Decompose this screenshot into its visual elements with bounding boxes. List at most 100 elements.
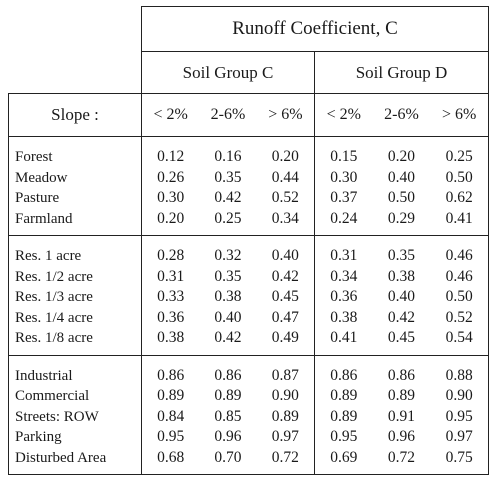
coefficient-value: 0.44 (271, 168, 299, 186)
coefficient-value: 0.38 (157, 329, 185, 346)
coefficient-value: 0.32 (214, 247, 242, 264)
land-use-label: Meadow (15, 169, 68, 186)
coefficient-value: 0.24 (330, 209, 358, 227)
coefficient-value: 0.12 (157, 148, 185, 165)
coefficient-value: 0.62 (445, 189, 473, 206)
coefficient-value: 0.34 (330, 267, 358, 285)
slope-header: > 6% (442, 106, 477, 123)
coefficient-value: 0.42 (271, 267, 299, 285)
coefficient-value: 0.68 (157, 448, 185, 466)
coefficient-value: 0.35 (214, 168, 242, 186)
coefficient-value: 0.86 (387, 366, 416, 384)
coefficient-value: 0.46 (445, 267, 473, 285)
slope-label: Slope : (8, 93, 142, 137)
coefficient-value: 0.89 (330, 387, 358, 404)
coefficient-value: 0.41 (445, 209, 473, 227)
corner-blank (9, 52, 142, 94)
coefficient-value: 0.36 (157, 308, 185, 326)
coefficient-value: 0.49 (271, 329, 299, 346)
coefficient-value: 0.26 (157, 168, 185, 186)
land-use-label: Res. 1/2 acre (15, 268, 93, 285)
coefficient-value: 0.90 (271, 387, 299, 404)
coefficient-value: 0.40 (387, 168, 416, 186)
coefficient-value: 0.31 (157, 267, 185, 285)
table-section: Forest Meadow Pasture Farmland 0.12 0.26… (8, 136, 489, 236)
land-use-label: Pasture (15, 190, 60, 206)
coefficient-value: 0.54 (445, 329, 473, 346)
coefficient-value: 0.86 (330, 366, 358, 384)
coefficient-value: 0.89 (157, 387, 185, 404)
coefficient-value: 0.90 (445, 387, 473, 404)
coefficient-value: 0.72 (271, 448, 299, 466)
land-use-label: Industrial (15, 367, 73, 384)
land-use-labels: Forest Meadow Pasture Farmland (8, 136, 142, 236)
coefficient-value: 0.75 (445, 448, 473, 466)
coefficient-value: 0.30 (330, 168, 358, 186)
coefficient-value: 0.20 (387, 148, 416, 165)
coefficient-value: 0.33 (157, 288, 185, 305)
slope-header: 2-6% (384, 106, 419, 123)
coefficient-value: 0.40 (271, 247, 299, 264)
coefficient-value: 0.72 (387, 448, 416, 466)
coefficient-value: 0.70 (214, 448, 242, 466)
slope-header: < 2% (153, 106, 188, 123)
coefficient-value: 0.40 (214, 308, 242, 326)
coefficient-value: 0.20 (157, 209, 185, 227)
coefficient-value: 0.45 (271, 288, 299, 305)
coefficient-value: 0.86 (157, 366, 185, 384)
coefficient-value: 0.52 (445, 308, 473, 326)
coefficient-value: 0.97 (271, 428, 299, 445)
coefficient-value: 0.96 (214, 428, 242, 445)
coefficient-value: 0.41 (330, 329, 358, 346)
land-use-labels: Industrial Commercial Streets: ROW Parki… (8, 354, 142, 475)
slope-header: < 2% (326, 106, 361, 123)
coefficient-value: 0.42 (214, 329, 242, 346)
land-use-label: Forest (15, 149, 53, 165)
land-use-label: Parking (15, 429, 62, 445)
coefficient-value: 0.25 (214, 209, 242, 227)
coefficient-value: 0.45 (387, 329, 416, 346)
group-c-values: 0.86 0.89 0.84 0.95 0.68 0.86 0.89 0.85 … (141, 354, 315, 475)
coefficient-value: 0.37 (330, 189, 358, 206)
runoff-coefficient-table-container: Runoff Coefficient, C Soil Group C Soil … (8, 6, 489, 475)
coefficient-value: 0.20 (271, 148, 299, 165)
corner-blank (9, 7, 142, 52)
coefficient-value: 0.89 (214, 387, 242, 404)
table-section: Industrial Commercial Streets: ROW Parki… (8, 354, 489, 475)
coefficient-value: 0.25 (445, 148, 473, 165)
coefficient-value: 0.89 (387, 387, 416, 404)
coefficient-value: 0.35 (214, 267, 242, 285)
slope-header: 2-6% (210, 106, 246, 123)
coefficient-value: 0.50 (387, 189, 416, 206)
land-use-label: Streets: ROW (15, 408, 99, 425)
coefficient-value: 0.31 (330, 247, 358, 264)
group-c-values: 0.12 0.26 0.30 0.20 0.16 0.35 0.42 0.25 … (141, 136, 315, 236)
soil-group-d-header: Soil Group D (314, 51, 489, 94)
coefficient-value: 0.35 (387, 247, 416, 264)
coefficient-value: 0.95 (445, 407, 473, 425)
coefficient-value: 0.30 (157, 189, 185, 206)
coefficient-value: 0.97 (445, 428, 473, 445)
coefficient-value: 0.89 (330, 407, 358, 425)
coefficient-value: 0.29 (387, 209, 416, 227)
coefficient-value: 0.42 (387, 308, 416, 326)
coefficient-value: 0.16 (214, 148, 242, 165)
land-use-label: Farmland (15, 210, 73, 227)
soil-group-c-header: Soil Group C (141, 51, 315, 94)
land-use-label: Disturbed Area (15, 449, 107, 466)
coefficient-value: 0.38 (387, 267, 416, 285)
coefficient-value: 0.40 (387, 288, 416, 305)
coefficient-value: 0.88 (445, 366, 473, 384)
coefficient-value: 0.84 (157, 407, 185, 425)
coefficient-value: 0.95 (330, 428, 358, 445)
coefficient-value: 0.50 (445, 288, 473, 305)
group-d-values: 0.31 0.34 0.36 0.38 0.41 0.35 0.38 0.40 … (314, 235, 489, 356)
coefficient-value: 0.69 (330, 448, 358, 466)
coefficient-value: 0.87 (271, 366, 299, 384)
coefficient-value: 0.28 (157, 247, 185, 264)
runoff-coefficient-table: Runoff Coefficient, C Soil Group C Soil … (8, 6, 489, 475)
coefficient-value: 0.85 (214, 407, 242, 425)
coefficient-value: 0.38 (214, 288, 242, 305)
land-use-label: Commercial (15, 388, 90, 404)
slope-headers-group-c: < 2% 2-6% > 6% (141, 93, 315, 137)
